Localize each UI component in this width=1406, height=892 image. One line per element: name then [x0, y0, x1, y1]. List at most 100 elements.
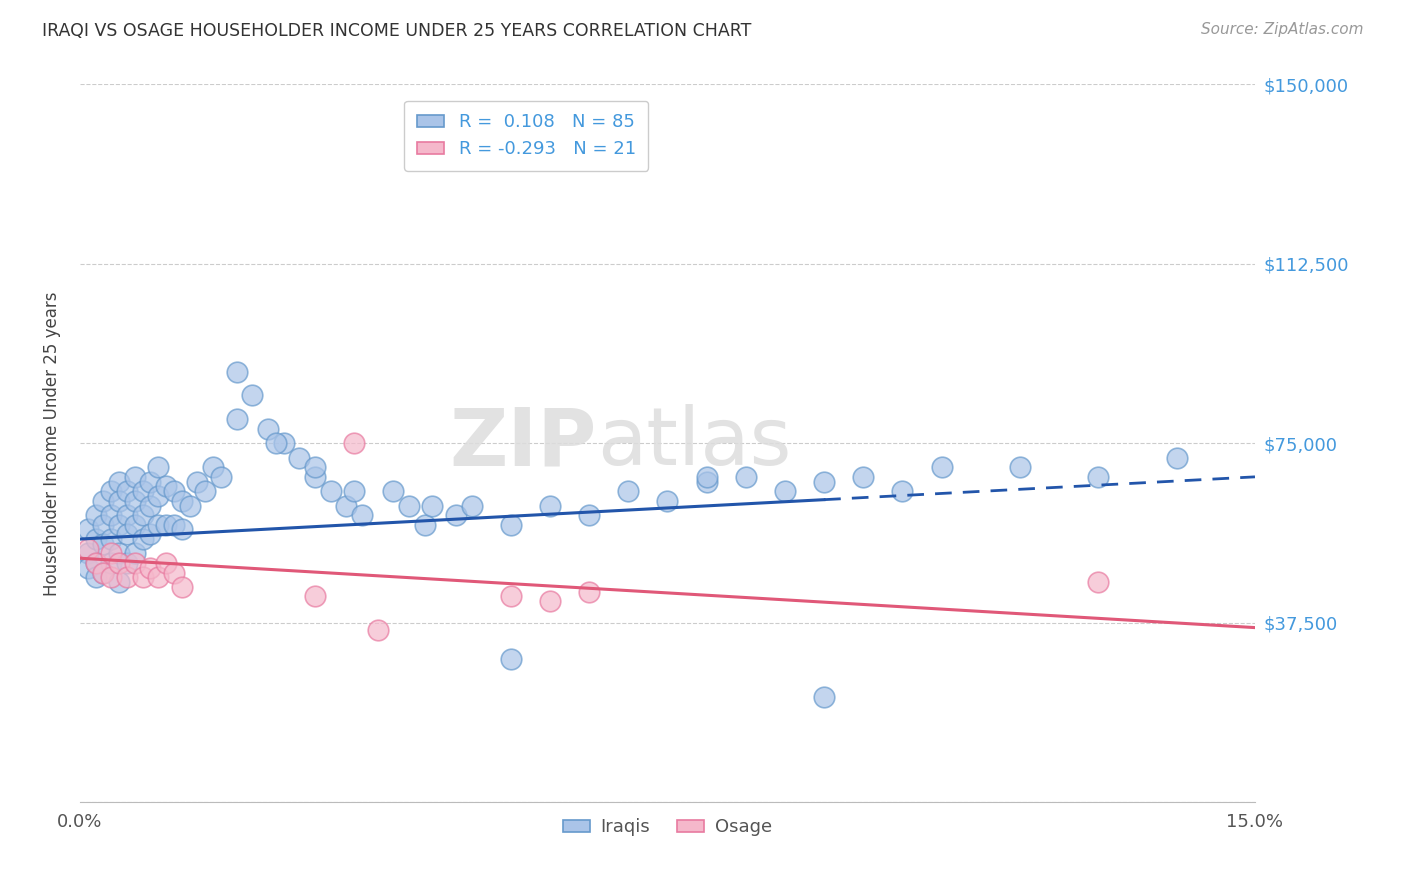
- Point: [382, 484, 405, 499]
- Point: [257, 422, 280, 436]
- Point: [852, 470, 875, 484]
- Point: [148, 460, 170, 475]
- Legend: Iraqis, Osage: Iraqis, Osage: [555, 811, 779, 844]
- Point: [304, 470, 326, 484]
- Point: [84, 532, 107, 546]
- Point: [813, 475, 835, 489]
- Point: [460, 499, 482, 513]
- Point: [124, 493, 146, 508]
- Point: [179, 499, 201, 513]
- Point: [76, 541, 98, 556]
- Point: [131, 570, 153, 584]
- Point: [1087, 575, 1109, 590]
- Point: [194, 484, 217, 499]
- Point: [108, 575, 131, 590]
- Point: [413, 517, 436, 532]
- Point: [108, 556, 131, 570]
- Point: [155, 556, 177, 570]
- Point: [273, 436, 295, 450]
- Point: [813, 690, 835, 704]
- Point: [108, 475, 131, 489]
- Point: [131, 532, 153, 546]
- Point: [84, 556, 107, 570]
- Point: [84, 508, 107, 523]
- Point: [108, 546, 131, 560]
- Point: [350, 508, 373, 523]
- Point: [335, 499, 357, 513]
- Point: [108, 493, 131, 508]
- Point: [240, 388, 263, 402]
- Point: [115, 570, 138, 584]
- Point: [367, 623, 389, 637]
- Point: [76, 523, 98, 537]
- Point: [1087, 470, 1109, 484]
- Point: [93, 566, 115, 580]
- Point: [124, 517, 146, 532]
- Point: [304, 590, 326, 604]
- Point: [115, 527, 138, 541]
- Point: [657, 493, 679, 508]
- Point: [499, 590, 522, 604]
- Point: [931, 460, 953, 475]
- Point: [578, 584, 600, 599]
- Point: [343, 436, 366, 450]
- Point: [84, 556, 107, 570]
- Point: [538, 499, 561, 513]
- Point: [100, 546, 122, 560]
- Point: [209, 470, 232, 484]
- Point: [100, 570, 122, 584]
- Point: [93, 517, 115, 532]
- Point: [891, 484, 914, 499]
- Point: [131, 484, 153, 499]
- Text: IRAQI VS OSAGE HOUSEHOLDER INCOME UNDER 25 YEARS CORRELATION CHART: IRAQI VS OSAGE HOUSEHOLDER INCOME UNDER …: [42, 22, 752, 40]
- Point: [422, 499, 444, 513]
- Point: [139, 527, 162, 541]
- Point: [202, 460, 225, 475]
- Point: [225, 365, 247, 379]
- Point: [155, 479, 177, 493]
- Point: [1166, 450, 1188, 465]
- Point: [696, 470, 718, 484]
- Point: [84, 570, 107, 584]
- Point: [93, 566, 115, 580]
- Point: [100, 532, 122, 546]
- Point: [170, 523, 193, 537]
- Point: [499, 651, 522, 665]
- Point: [115, 508, 138, 523]
- Point: [773, 484, 796, 499]
- Point: [115, 556, 138, 570]
- Point: [148, 517, 170, 532]
- Point: [139, 499, 162, 513]
- Point: [288, 450, 311, 465]
- Point: [734, 470, 756, 484]
- Point: [100, 508, 122, 523]
- Point: [304, 460, 326, 475]
- Point: [93, 493, 115, 508]
- Point: [170, 493, 193, 508]
- Point: [124, 546, 146, 560]
- Point: [538, 594, 561, 608]
- Text: Source: ZipAtlas.com: Source: ZipAtlas.com: [1201, 22, 1364, 37]
- Point: [124, 556, 146, 570]
- Point: [225, 412, 247, 426]
- Point: [124, 470, 146, 484]
- Point: [139, 561, 162, 575]
- Point: [163, 566, 186, 580]
- Point: [444, 508, 467, 523]
- Point: [264, 436, 287, 450]
- Point: [186, 475, 208, 489]
- Point: [93, 537, 115, 551]
- Point: [155, 517, 177, 532]
- Point: [163, 517, 186, 532]
- Text: ZIP: ZIP: [450, 404, 598, 483]
- Point: [617, 484, 640, 499]
- Point: [108, 517, 131, 532]
- Point: [76, 561, 98, 575]
- Point: [115, 484, 138, 499]
- Text: atlas: atlas: [598, 404, 792, 483]
- Point: [343, 484, 366, 499]
- Point: [163, 484, 186, 499]
- Point: [148, 570, 170, 584]
- Point: [100, 484, 122, 499]
- Point: [170, 580, 193, 594]
